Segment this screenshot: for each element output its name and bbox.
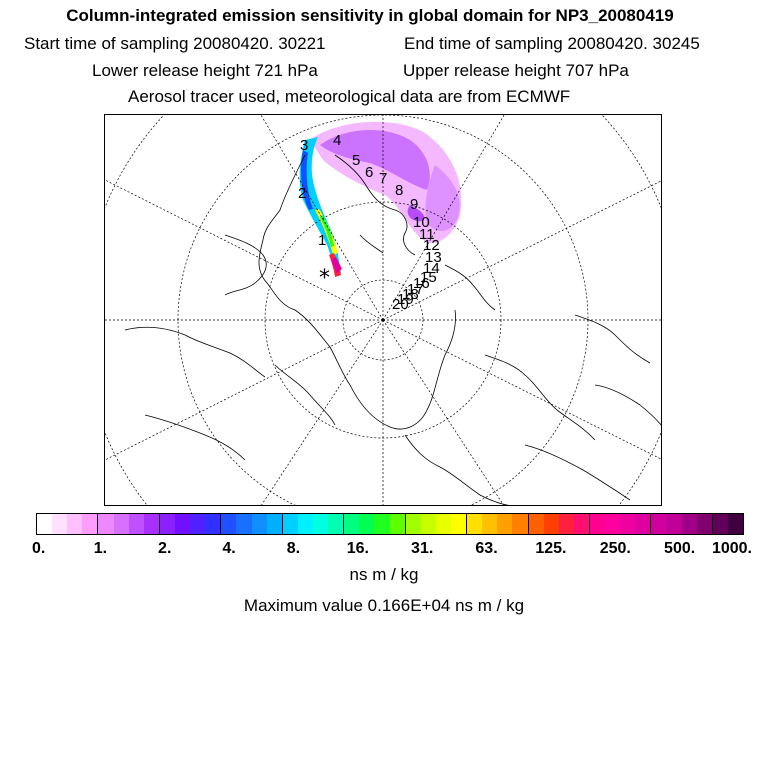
colorbar-swatch (266, 514, 283, 534)
emission-plume (299, 121, 462, 277)
colorbar-swatch (696, 514, 713, 534)
colorbar-tick-label: 250. (599, 540, 631, 557)
traj-label-4: 4 (333, 132, 341, 149)
traj-label-19: 19 (397, 291, 414, 308)
colorbar-tick-label: 0. (31, 540, 46, 557)
colorbar-swatch (712, 514, 728, 534)
colorbar-swatch (128, 514, 144, 534)
colorbar-tick-label: 31. (411, 540, 434, 557)
colorbar-swatch (37, 514, 53, 534)
end-time-label: End time of sampling 20080420. 30245 (404, 34, 700, 53)
colorbar-swatch (727, 514, 744, 534)
colorbar-swatch (420, 514, 436, 534)
colorbar-swatch (573, 514, 590, 534)
start-time-label: Start time of sampling 20080420. 30221 (24, 34, 326, 53)
colorbar-swatch (681, 514, 697, 534)
traj-label-14: 14 (423, 260, 440, 277)
plot-title: Column-integrated emission sensitivity i… (66, 6, 674, 25)
colorbar-swatch (113, 514, 129, 534)
traj-label-8: 8 (395, 182, 403, 199)
colorbar-tick-label: 63. (475, 540, 498, 557)
traj-label-5: 5 (352, 152, 360, 169)
lower-release-label: Lower release height 721 hPa (92, 61, 318, 80)
colorbar-swatch (297, 514, 313, 534)
colorbar-ticks: 0. 1. 2. 4. 8. 16. 31. 63. 125. 250. 500. 1000. (0, 540, 768, 560)
colorbar-tick-label: 1000. (711, 540, 753, 557)
colorbar-swatch (589, 514, 606, 534)
colorbar-swatch (328, 514, 345, 534)
traj-label-12: 12 (423, 237, 440, 254)
colorbar-swatch (467, 514, 483, 534)
colorbar-swatch (359, 514, 375, 534)
colorbar-swatch (205, 514, 222, 534)
colorbar-tick-label: 8. (286, 540, 301, 557)
colorbar-swatch (344, 514, 360, 534)
colorbar (36, 513, 744, 535)
traj-label-9: 9 (410, 196, 418, 213)
colorbar-tick-label: 16. (346, 540, 369, 557)
colorbar-swatch (651, 514, 667, 534)
colorbar-tick-label: 500. (664, 540, 696, 557)
colorbar-swatch (251, 514, 267, 534)
max-value-label: Maximum value 0.166E+04 ns m / kg (243, 596, 525, 615)
colorbar-swatch (497, 514, 513, 534)
traj-label-16: 16 (413, 275, 430, 292)
colorbar-swatch (482, 514, 498, 534)
colorbar-swatch (190, 514, 206, 534)
tracer-info-label: Aerosol tracer used, meteorological data… (128, 87, 571, 106)
traj-label-3: 3 (300, 137, 308, 154)
traj-label-13: 13 (425, 249, 442, 266)
colorbar-swatch (405, 514, 421, 534)
traj-label-2: 2 (298, 185, 306, 202)
traj-label-10: 10 (413, 214, 430, 231)
colorbar-swatch (143, 514, 160, 534)
traj-label-7: 7 (379, 170, 387, 187)
colorbar-swatch (82, 514, 99, 534)
traj-label-15: 15 (420, 269, 437, 286)
colorbar-swatch (312, 514, 329, 534)
trajectory-labels: 1 2 3 4 5 6 7 8 9 10 11 12 13 14 15 16 1… (298, 132, 442, 313)
colorbar-tick-label: 4. (222, 540, 236, 557)
colorbar-swatch (635, 514, 652, 534)
polar-map: 1 2 3 4 5 6 7 8 9 10 11 12 13 14 15 16 1… (104, 114, 662, 506)
colorbar-swatch (620, 514, 636, 534)
colorbar-swatch (282, 514, 298, 534)
colorbar-swatch (236, 514, 252, 534)
colorbar-swatch (605, 514, 621, 534)
colorbar-tick-label: 125. (535, 540, 567, 557)
traj-label-20: 20 (392, 296, 409, 313)
colorbar-swatch (558, 514, 574, 534)
colorbar-swatch (67, 514, 83, 534)
map-canvas: 1 2 3 4 5 6 7 8 9 10 11 12 13 14 15 16 1… (105, 115, 661, 505)
release-point-marker: * (319, 266, 330, 291)
colorbar-swatch (528, 514, 544, 534)
coastlines (124, 154, 661, 505)
colorbar-swatch (512, 514, 529, 534)
graticule (105, 115, 661, 505)
colorbar-swatch (450, 514, 468, 534)
colorbar-swatch (543, 514, 559, 534)
colorbar-tick-label: 1. (93, 540, 108, 557)
colorbar-swatch (52, 514, 68, 534)
colorbar-swatch (98, 514, 114, 534)
traj-label-17: 17 (407, 281, 424, 298)
colorbar-swatch (159, 514, 175, 534)
colorbar-swatch (174, 514, 191, 534)
colorbar-swatch (221, 514, 237, 534)
colorbar-swatch (374, 514, 390, 534)
traj-label-1: 1 (318, 232, 326, 249)
upper-release-label: Upper release height 707 hPa (403, 61, 629, 80)
colorbar-swatch (666, 514, 682, 534)
traj-label-11: 11 (419, 226, 435, 243)
colorbar-swatch (389, 514, 406, 534)
traj-label-6: 6 (365, 164, 373, 181)
colorbar-swatch (435, 514, 451, 534)
traj-label-18: 18 (402, 286, 419, 303)
colorbar-tick-label: 2. (158, 540, 172, 557)
unit-label: ns m / kg (349, 565, 419, 584)
